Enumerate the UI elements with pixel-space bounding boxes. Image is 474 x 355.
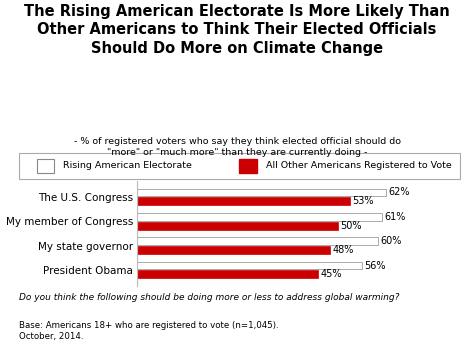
Text: - % of registered voters who say they think elected official should do
"more" or: - % of registered voters who say they th… <box>73 137 401 157</box>
Bar <box>137 222 338 230</box>
Text: 53%: 53% <box>352 196 374 206</box>
Bar <box>137 271 318 278</box>
Text: All Other Americans Registered to Vote: All Other Americans Registered to Vote <box>266 162 452 170</box>
Bar <box>137 237 378 245</box>
Bar <box>36 159 54 173</box>
Text: The Rising American Electorate Is More Likely Than
Other Americans to Think Thei: The Rising American Electorate Is More L… <box>24 4 450 56</box>
Bar <box>137 213 383 221</box>
Bar <box>137 189 386 196</box>
Text: 60%: 60% <box>381 236 402 246</box>
Bar <box>137 197 350 205</box>
Bar <box>137 246 330 254</box>
Text: 62%: 62% <box>389 187 410 197</box>
Text: Rising American Electorate: Rising American Electorate <box>63 162 192 170</box>
Text: Base: Americans 18+ who are registered to vote (n=1,045).
October, 2014.: Base: Americans 18+ who are registered t… <box>19 321 279 341</box>
FancyBboxPatch shape <box>19 153 460 179</box>
Text: 61%: 61% <box>384 212 406 222</box>
Text: Do you think the following should be doing more or less to address global warmin: Do you think the following should be doi… <box>19 293 399 302</box>
Text: 48%: 48% <box>332 245 354 255</box>
Text: 56%: 56% <box>365 261 386 271</box>
Text: 45%: 45% <box>320 269 342 279</box>
Text: 50%: 50% <box>340 220 362 231</box>
Bar <box>239 159 257 173</box>
Bar <box>137 262 362 269</box>
